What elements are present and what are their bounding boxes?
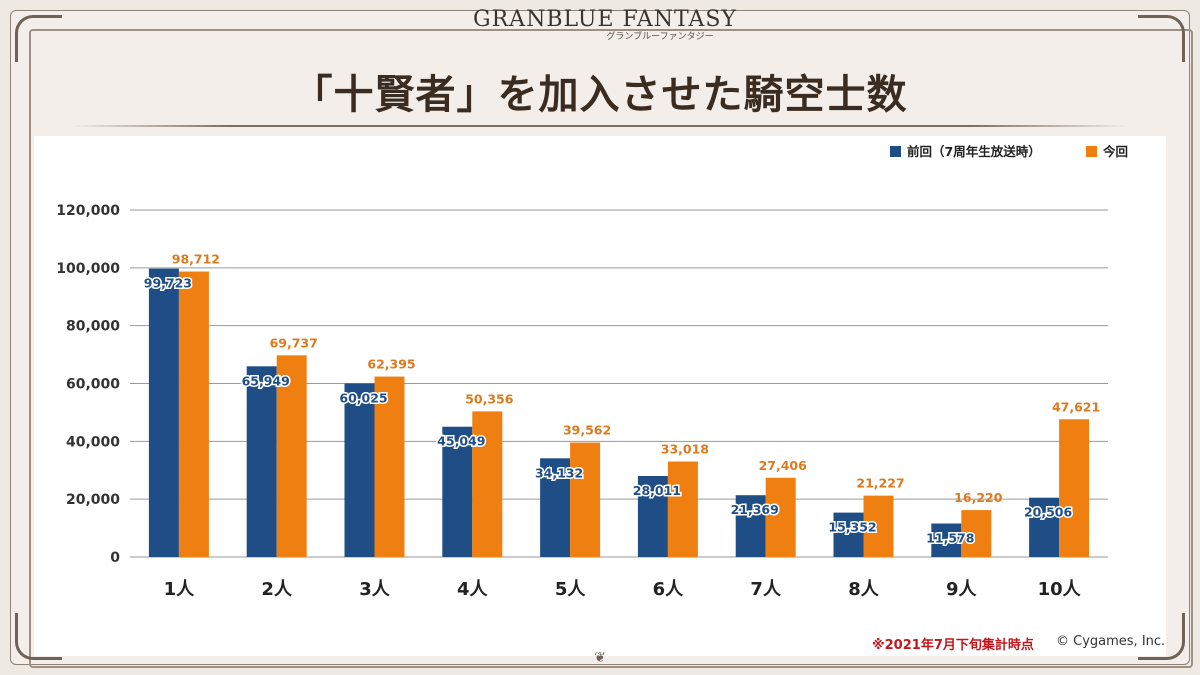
- data-label-current: 21,227: [856, 476, 904, 491]
- data-label-previous: 15,352: [828, 520, 876, 535]
- bar-current: [178, 271, 209, 557]
- data-label-current: 27,406: [759, 458, 808, 473]
- x-tick-label: 5人: [555, 579, 587, 600]
- data-label-previous: 34,132: [535, 465, 583, 480]
- data-label-current: 50,356: [465, 391, 514, 406]
- bar-chart: 0 20,000 40,000 60,000 80,000 100,000 120,000 9…: [56, 144, 1128, 600]
- page-title: 「十賢者」を加入させた騎空士数: [292, 72, 908, 118]
- bar-current: [1059, 419, 1090, 557]
- x-tick-label: 4人: [457, 579, 489, 600]
- data-label-previous: 60,025: [339, 390, 387, 405]
- bar-previous: [735, 495, 766, 557]
- legend-swatch-current: [1086, 146, 1097, 157]
- bar-previous: [833, 512, 864, 557]
- x-tick-label: 7人: [750, 579, 782, 600]
- y-tick-label: 0: [110, 550, 120, 566]
- data-label-previous: 20,506: [1024, 505, 1073, 520]
- bar-previous: [246, 366, 277, 557]
- y-tick-label: 60,000: [66, 377, 120, 393]
- data-label-current: 16,220: [954, 490, 1003, 505]
- logo: GRANBLUE FANTASY グランブルーファンタジー: [455, 8, 755, 50]
- bar-current: [570, 442, 601, 557]
- chart-panel: 0 20,000 40,000 60,000 80,000 100,000 120,000 9…: [34, 136, 1166, 656]
- y-tick-label: 100,000: [56, 261, 120, 277]
- corner-ornament: [15, 613, 62, 660]
- x-tick-label: 9人: [946, 579, 978, 600]
- data-label-previous: 28,011: [633, 483, 681, 498]
- bar-current: [276, 355, 307, 557]
- legend-label-previous: 前回（7周年生放送時）: [907, 144, 1041, 159]
- bar-previous: [344, 383, 375, 557]
- data-label-current: 98,712: [172, 252, 220, 267]
- ornament-icon: ❦: [594, 650, 606, 666]
- bar-previous: [1029, 497, 1060, 557]
- bar-previous: [540, 458, 571, 557]
- bar-previous: [637, 476, 668, 557]
- bar-current: [765, 477, 796, 557]
- bar-current: [667, 461, 698, 557]
- bar-current: [961, 510, 992, 557]
- y-tick-label: 80,000: [66, 319, 120, 335]
- data-label-previous: 21,369: [731, 502, 779, 517]
- slide-inner-border: [29, 29, 1193, 668]
- data-label-previous: 45,049: [437, 434, 485, 449]
- logo-text: GRANBLUE FANTASY: [473, 7, 737, 32]
- legend-swatch-previous: [890, 146, 901, 157]
- x-tick-label: 8人: [848, 579, 880, 600]
- bar-current: [374, 376, 405, 557]
- y-tick-label: 40,000: [66, 434, 120, 450]
- x-tick-label: 2人: [261, 579, 293, 600]
- bar-previous: [148, 268, 179, 557]
- x-tick-label: 10人: [1038, 579, 1082, 600]
- bar-current: [863, 495, 894, 557]
- x-tick-label: 6人: [653, 579, 685, 600]
- x-tick-label: 3人: [359, 579, 391, 600]
- data-label-current: 47,621: [1052, 399, 1100, 414]
- y-tick-label: 20,000: [66, 492, 120, 508]
- data-label-current: 62,395: [367, 357, 415, 372]
- copyright: © Cygames, Inc.: [1056, 634, 1166, 649]
- data-label-previous: 65,949: [242, 373, 290, 388]
- data-label-previous: 99,723: [144, 276, 192, 291]
- bar-previous: [931, 523, 962, 557]
- corner-ornament: [1138, 613, 1185, 660]
- bar-previous: [442, 426, 473, 557]
- aggregation-note: ※2021年7月下旬集計時点: [872, 638, 1034, 653]
- data-label-current: 39,562: [563, 423, 611, 438]
- data-label-current: 33,018: [661, 442, 709, 457]
- bar-current: [472, 411, 503, 557]
- corner-ornament: [15, 15, 62, 62]
- data-label-current: 69,737: [270, 335, 318, 350]
- legend-label-current: 今回: [1102, 144, 1128, 159]
- y-tick-label: 120,000: [56, 203, 120, 219]
- corner-ornament: [1138, 15, 1185, 62]
- title-divider: [70, 125, 1130, 127]
- data-label-previous: 11,578: [926, 531, 974, 546]
- logo-subtext: グランブルーファンタジー: [606, 32, 714, 42]
- x-tick-label: 1人: [164, 579, 196, 600]
